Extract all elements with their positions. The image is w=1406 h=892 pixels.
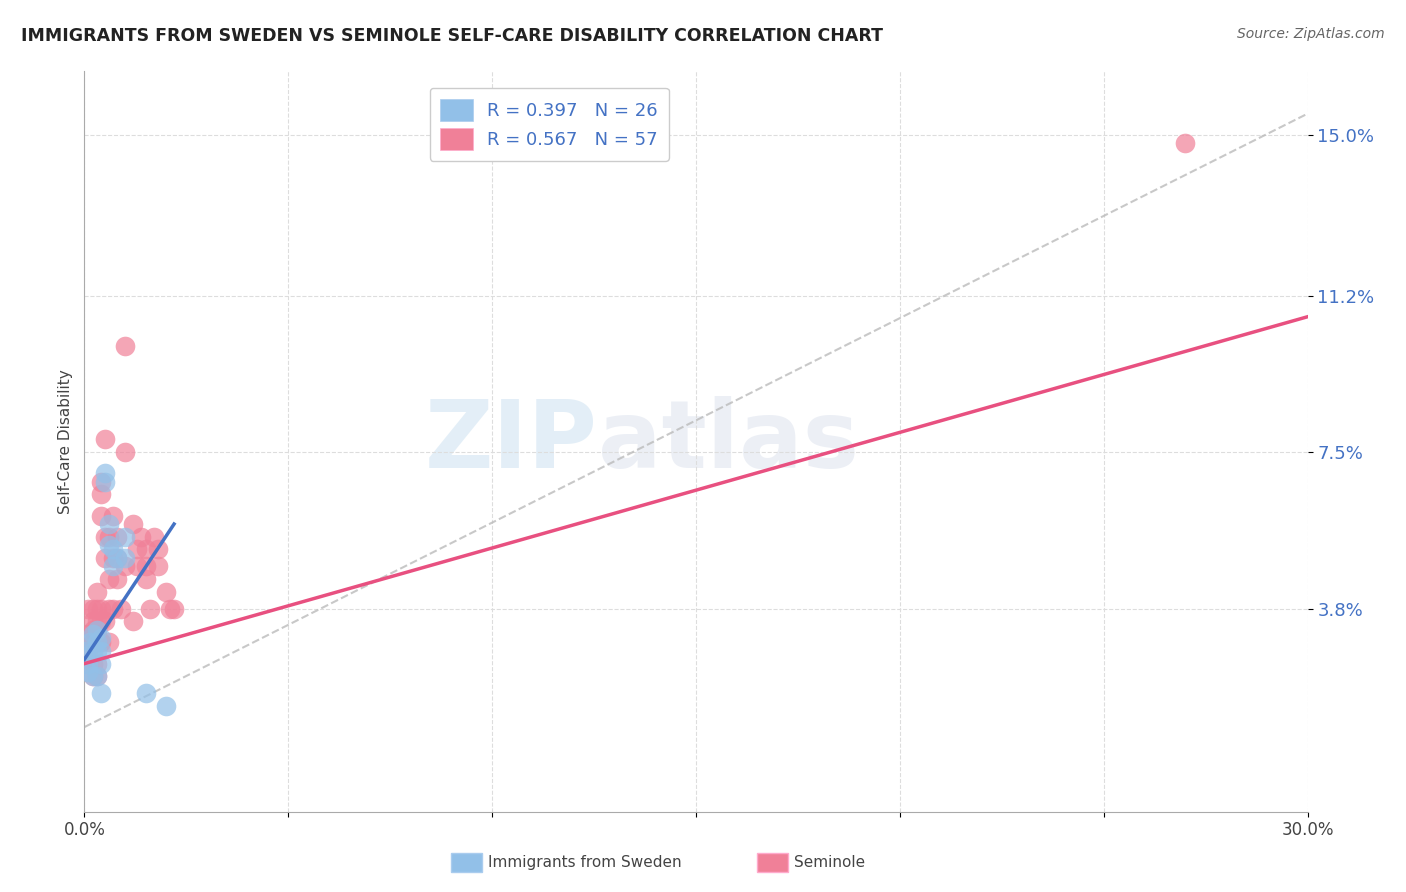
Point xyxy=(155,698,177,713)
Point xyxy=(82,644,104,658)
Point xyxy=(77,601,100,615)
Point xyxy=(75,644,97,658)
Point xyxy=(101,550,124,565)
Point xyxy=(114,559,136,574)
Text: Immigrants from Sweden: Immigrants from Sweden xyxy=(488,855,682,870)
Text: Source: ZipAtlas.com: Source: ZipAtlas.com xyxy=(1237,27,1385,41)
Point xyxy=(86,644,108,658)
Point xyxy=(127,542,149,557)
Point xyxy=(86,669,108,683)
Point xyxy=(114,445,136,459)
Point xyxy=(82,669,104,683)
Point xyxy=(105,550,128,565)
Point xyxy=(86,669,108,683)
Point xyxy=(90,601,112,615)
Point xyxy=(101,508,124,523)
Point xyxy=(110,601,132,615)
Point xyxy=(77,627,100,641)
Point xyxy=(90,635,112,649)
Point xyxy=(90,508,112,523)
Point xyxy=(90,686,112,700)
Point xyxy=(135,559,157,574)
Point xyxy=(105,572,128,586)
Point xyxy=(90,632,112,646)
Point xyxy=(101,542,124,557)
Point xyxy=(90,615,112,629)
Point xyxy=(114,530,136,544)
Point xyxy=(135,542,157,557)
Legend: R = 0.397   N = 26, R = 0.567   N = 57: R = 0.397 N = 26, R = 0.567 N = 57 xyxy=(430,87,669,161)
Point xyxy=(97,572,120,586)
Point xyxy=(82,615,104,629)
Point xyxy=(86,615,108,629)
Point xyxy=(101,559,124,574)
Point xyxy=(93,550,115,565)
Point xyxy=(82,623,104,637)
Point xyxy=(86,623,108,637)
Point xyxy=(122,615,145,629)
Point xyxy=(77,657,100,671)
Point xyxy=(114,339,136,353)
Point xyxy=(135,572,157,586)
Point xyxy=(82,657,104,671)
Point xyxy=(86,635,108,649)
Point xyxy=(135,686,157,700)
Point xyxy=(101,601,124,615)
Point xyxy=(90,475,112,489)
Point xyxy=(86,623,108,637)
Point xyxy=(90,657,112,671)
Point xyxy=(114,550,136,565)
Point xyxy=(138,601,160,615)
Point xyxy=(93,530,115,544)
Point xyxy=(90,644,112,658)
Point xyxy=(97,530,120,544)
Point xyxy=(163,601,186,615)
Text: atlas: atlas xyxy=(598,395,859,488)
Point xyxy=(1174,136,1197,151)
Point xyxy=(142,530,165,544)
Point xyxy=(86,635,108,649)
Point xyxy=(93,615,115,629)
Point xyxy=(105,530,128,544)
Point xyxy=(159,601,181,615)
Point xyxy=(146,542,169,557)
Point xyxy=(93,475,115,489)
Text: ZIP: ZIP xyxy=(425,395,598,488)
Point xyxy=(79,635,101,649)
Point xyxy=(105,550,128,565)
Point xyxy=(122,516,145,531)
Point xyxy=(77,665,100,679)
Point xyxy=(86,601,108,615)
Point xyxy=(82,601,104,615)
Point xyxy=(97,601,120,615)
Point xyxy=(90,487,112,501)
Point xyxy=(86,657,108,671)
Point xyxy=(97,516,120,531)
Point xyxy=(77,657,100,671)
Point xyxy=(93,433,115,447)
Point xyxy=(127,559,149,574)
Text: Seminole: Seminole xyxy=(794,855,865,870)
Point xyxy=(97,635,120,649)
Point xyxy=(77,644,100,658)
Point xyxy=(86,584,108,599)
Point xyxy=(82,635,104,649)
Point xyxy=(146,559,169,574)
Point xyxy=(93,467,115,481)
Point xyxy=(82,627,104,641)
Y-axis label: Self-Care Disability: Self-Care Disability xyxy=(58,369,73,514)
Text: IMMIGRANTS FROM SWEDEN VS SEMINOLE SELF-CARE DISABILITY CORRELATION CHART: IMMIGRANTS FROM SWEDEN VS SEMINOLE SELF-… xyxy=(21,27,883,45)
Point xyxy=(97,538,120,552)
Point xyxy=(131,530,153,544)
Point xyxy=(155,584,177,599)
Point xyxy=(82,669,104,683)
